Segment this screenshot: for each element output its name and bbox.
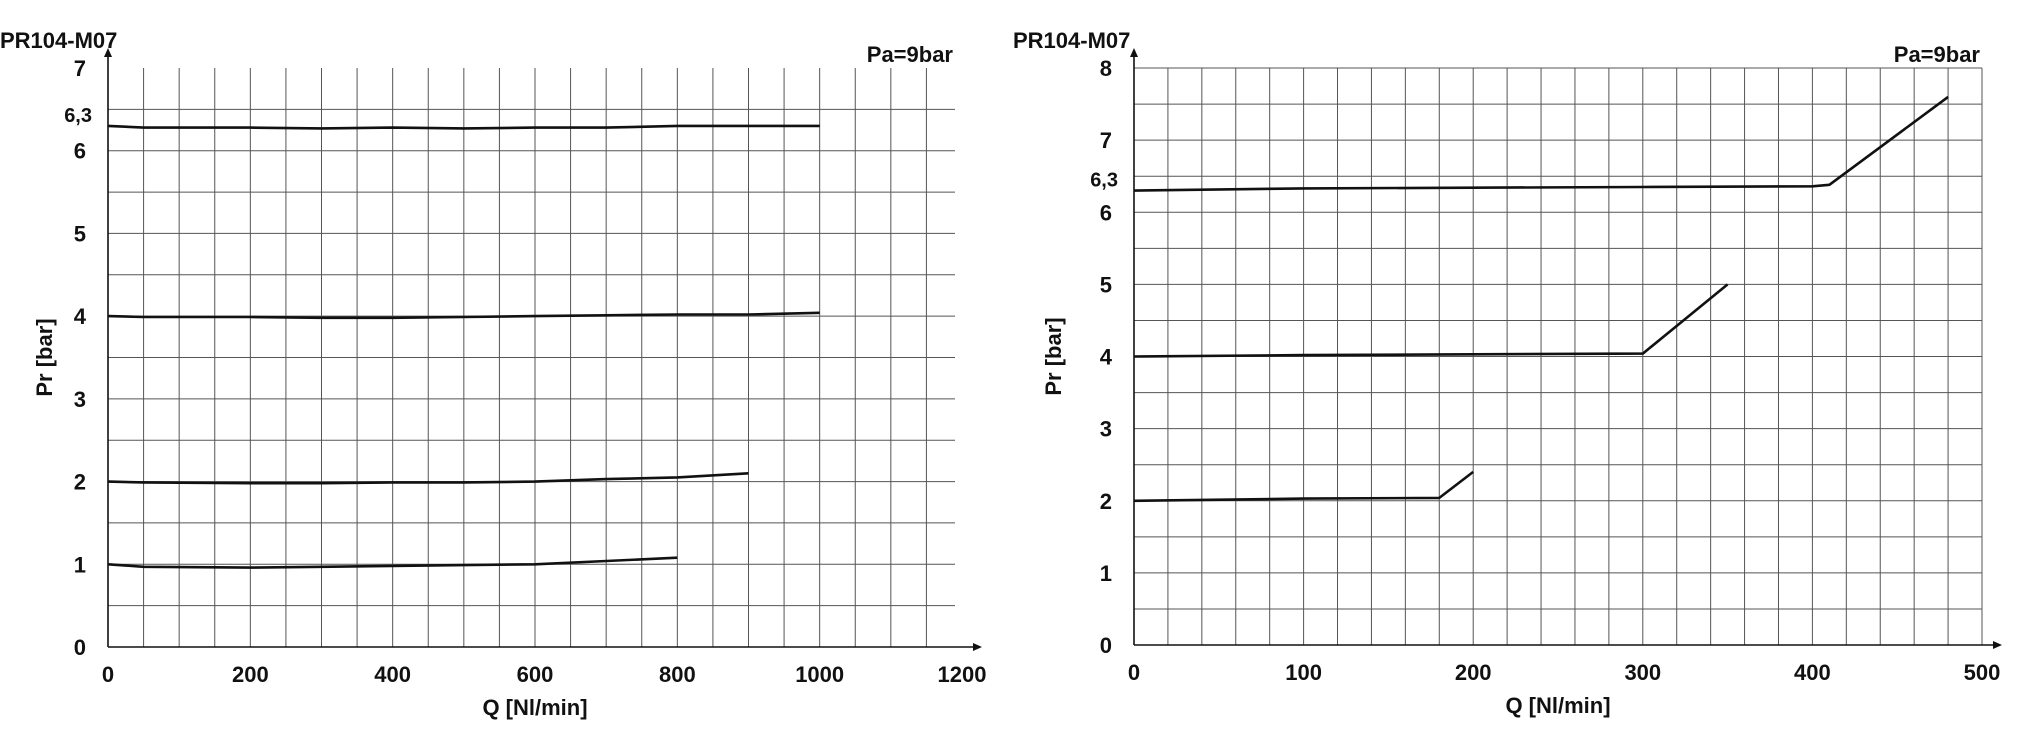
series-line-1: [1133, 95, 1949, 192]
y-tick-label: 2: [1100, 489, 1112, 514]
y-axis-arrow-icon: [1130, 48, 1138, 57]
y-tick-label: 1: [74, 552, 86, 577]
series-line-2: [107, 311, 820, 320]
x-tick-label: 0: [1128, 660, 1140, 685]
x-tick-label: 0: [102, 662, 114, 687]
chart-right: 0 100 200 300 400 500 0 1 2 3 4 5 6 7 8 6,3 Q [Nl/min] Pr…: [1013, 0, 2026, 738]
x-tick-label: 200: [232, 662, 269, 687]
y-tick-label: 3: [74, 387, 86, 412]
x-axis-label: Q [Nl/min]: [1505, 693, 1610, 718]
x-tick-label: 100: [1285, 660, 1322, 685]
y-axis-arrow-icon: [104, 48, 112, 57]
chart-left: 0 200 400 600 800 1000 1200 0 1 2 3 4 5 6 7 6,3 Q [Nl/mi…: [0, 0, 1013, 738]
y-tick-label: 7: [74, 56, 86, 81]
series-line-3: [1133, 470, 1474, 503]
pressure-annotation: Pa=9bar: [867, 42, 954, 67]
y-tick-label: 0: [74, 635, 86, 660]
x-tick-label: 300: [1624, 660, 1661, 685]
pressure-annotation: Pa=9bar: [1894, 42, 1981, 67]
x-axis-label: Q [Nl/min]: [482, 695, 587, 720]
x-axis-arrow-icon: [1993, 641, 2002, 649]
y-tick-label: 6: [1100, 200, 1112, 225]
y-tick-label: 5: [1100, 272, 1112, 297]
chart-title: PR104-M07: [1013, 28, 1130, 53]
y-tick-label-extra: 6,3: [1090, 170, 1118, 192]
x-tick-label: 1000: [795, 662, 844, 687]
chart-title-text: PR104-M07: [0, 28, 117, 53]
y-tick-label: 4: [74, 304, 87, 329]
chart-right-svg: 0 100 200 300 400 500 0 1 2 3 4 5 6 7 8 6,3 Q [Nl/min] Pr…: [1013, 28, 2002, 718]
x-tick-label: 600: [517, 662, 554, 687]
x-tick-label: 500: [1964, 660, 2001, 685]
series-line-4: [107, 556, 678, 569]
y-axis-label: Pr [bar]: [32, 318, 57, 396]
series-line-1: [107, 124, 820, 130]
y-tick-label: 7: [1100, 128, 1112, 153]
series-line-2: [1133, 283, 1729, 358]
y-tick-label: 2: [74, 470, 86, 495]
y-axis-label: Pr [bar]: [1041, 317, 1066, 395]
y-tick-label: 4: [1100, 345, 1113, 370]
chart-left-svg: 0 200 400 600 800 1000 1200 0 1 2 3 4 5 6 7 6,3 Q [Nl/mi…: [0, 28, 987, 720]
x-tick-label: 800: [659, 662, 696, 687]
y-tick-label: 6: [74, 139, 86, 164]
x-tick-label: 1200: [938, 662, 987, 687]
x-tick-label: 200: [1455, 660, 1492, 685]
y-tick-label: 0: [1100, 633, 1112, 658]
x-axis-arrow-icon: [973, 643, 982, 651]
y-tick-label-extra: 6,3: [64, 105, 92, 127]
y-tick-label: 8: [1100, 56, 1112, 81]
y-tick-label: 1: [1100, 561, 1112, 586]
y-tick-label: 5: [74, 221, 86, 246]
x-tick-label: 400: [374, 662, 411, 687]
y-tick-label: 3: [1100, 417, 1112, 442]
x-tick-label: 400: [1794, 660, 1831, 685]
series-line-3: [107, 472, 749, 485]
chart-title-text: PR104-M07: [1013, 28, 1130, 53]
chart-title: PR104-M07: [0, 28, 117, 53]
